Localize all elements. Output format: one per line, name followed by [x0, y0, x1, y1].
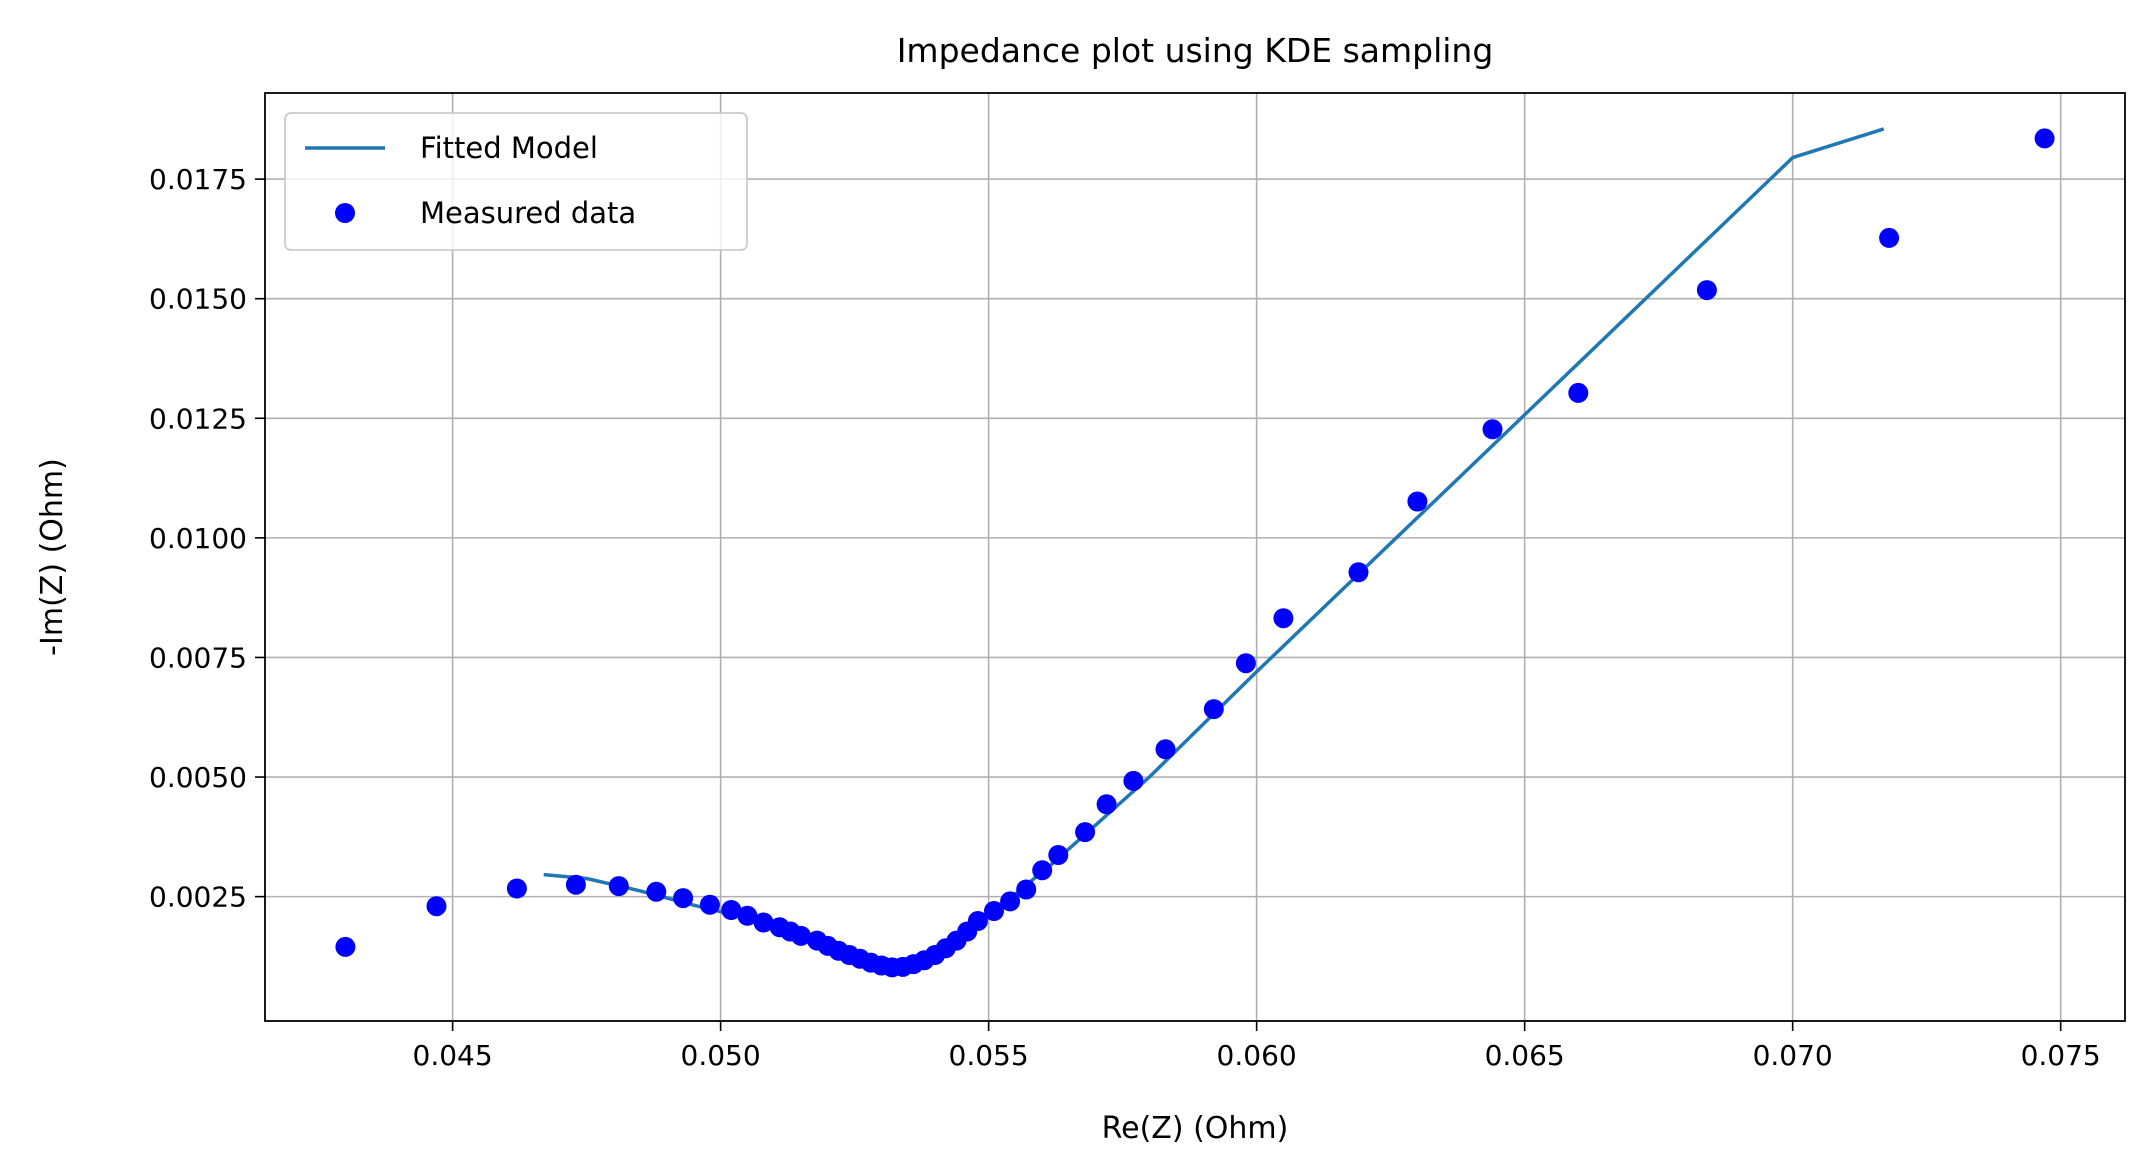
legend-box [284, 112, 748, 251]
measured-data-point [1879, 227, 1900, 248]
y-axis-label: -Im(Z) (Ohm) [35, 458, 70, 656]
measured-data-point [673, 888, 694, 909]
y-tick-label: 0.0150 [149, 283, 247, 316]
x-tick-label: 0.075 [2021, 1039, 2101, 1072]
measured-data-point [1016, 879, 1037, 900]
y-tick-label: 0.0100 [149, 522, 247, 555]
measured-data-point [608, 876, 629, 897]
measured-data-point [565, 874, 586, 895]
measured-data-point [1203, 699, 1224, 720]
measured-data-point [1155, 739, 1176, 760]
measured-data-point [1696, 280, 1717, 301]
x-tick-label: 0.045 [413, 1039, 493, 1072]
measured-data-point [699, 894, 720, 915]
y-tick-label: 0.0175 [149, 163, 247, 196]
measured-data-point [1273, 608, 1294, 629]
chart-title: Impedance plot using KDE sampling [897, 31, 1494, 70]
y-tick-label: 0.0125 [149, 402, 247, 435]
measured-data-point [1348, 562, 1369, 583]
measured-data-point [335, 936, 356, 957]
x-tick-label: 0.060 [1217, 1039, 1297, 1072]
y-axis-ticks: 0.0025 0.0050 0.0075 0.0100 0.0125 0.0150 0.01… [149, 163, 265, 914]
measured-data-layer [335, 128, 2055, 978]
measured-data-point [753, 912, 774, 933]
measured-data-point [1407, 491, 1428, 512]
measured-data-point [506, 878, 527, 899]
measured-data-point [1096, 794, 1117, 815]
measured-data-point [737, 905, 758, 926]
x-tick-label: 0.050 [681, 1039, 761, 1072]
y-tick-label: 0.0025 [149, 881, 247, 914]
measured-data-point [1075, 822, 1096, 843]
legend-fitted-model-label: Fitted Model [420, 131, 598, 165]
legend-measured-data-label: Measured data [420, 196, 636, 230]
plot-frame [264, 92, 2126, 1022]
measured-data-point [1032, 860, 1053, 881]
x-axis-label: Re(Z) (Ohm) [1102, 1111, 1289, 1146]
measured-data-point [791, 925, 811, 946]
measured-data-point [1048, 845, 1069, 865]
measured-data-point [426, 896, 447, 917]
measured-data-point [1123, 770, 1144, 791]
measured-data-point [1000, 891, 1021, 912]
x-axis-ticks: 0.045 0.050 0.055 0.060 0.065 0.070 0.075 [413, 1021, 2101, 1072]
legend: Fitted Model Measured data [284, 112, 748, 251]
legend-measured-data-swatch [335, 203, 355, 223]
measured-data-point [721, 900, 742, 920]
measured-data-point [1482, 419, 1503, 440]
x-tick-label: 0.070 [1753, 1039, 1833, 1072]
grid-lines [265, 93, 2125, 1021]
measured-data-point [1568, 382, 1589, 403]
x-tick-label: 0.065 [1485, 1039, 1565, 1072]
measured-data-point [646, 881, 667, 902]
y-tick-label: 0.0075 [149, 641, 247, 674]
x-tick-label: 0.055 [949, 1039, 1029, 1072]
measured-data-point [1235, 653, 1256, 674]
measured-data-point [967, 911, 988, 931]
y-tick-label: 0.0050 [149, 761, 247, 794]
measured-data-point [2034, 128, 2055, 149]
measured-data-point [984, 901, 1004, 921]
